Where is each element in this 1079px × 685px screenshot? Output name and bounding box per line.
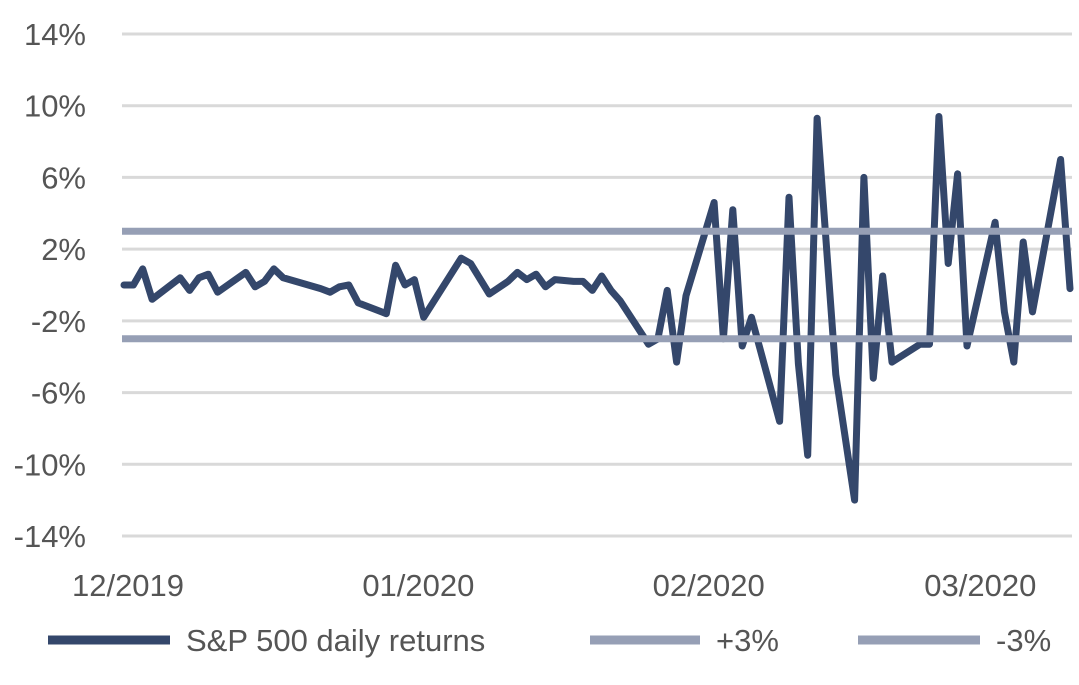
y-tick-label: -14%: [14, 519, 86, 554]
x-tick-label: 02/2020: [653, 568, 765, 603]
x-tick-label: 01/2020: [362, 568, 474, 603]
legend: S&P 500 daily returns +3% -3%: [48, 623, 1051, 658]
series-line-sp500-daily-returns: [120, 113, 1074, 504]
y-tick-label: -10%: [14, 447, 86, 482]
legend-label: +3%: [716, 623, 779, 658]
chart-series: [120, 113, 1074, 504]
x-tick-label: 03/2020: [924, 568, 1036, 603]
gridlines: [122, 32, 1072, 538]
legend-label: S&P 500 daily returns: [186, 623, 485, 658]
y-tick-label: 6%: [41, 160, 86, 195]
y-tick-label: -2%: [31, 304, 86, 339]
y-tick-label: 10%: [24, 89, 86, 124]
legend-label: -3%: [996, 623, 1051, 658]
y-tick-label: 14%: [24, 17, 86, 52]
y-tick-label: 2%: [41, 232, 86, 267]
x-tick-label: 12/2019: [72, 568, 184, 603]
x-axis-tick-labels: 12/2019 01/2020 02/2020 03/2020: [72, 568, 1036, 603]
y-axis-tick-labels: 14% 10% 6% 2% -2% -6% -10% -14%: [14, 17, 86, 554]
y-tick-label: -6%: [31, 376, 86, 411]
